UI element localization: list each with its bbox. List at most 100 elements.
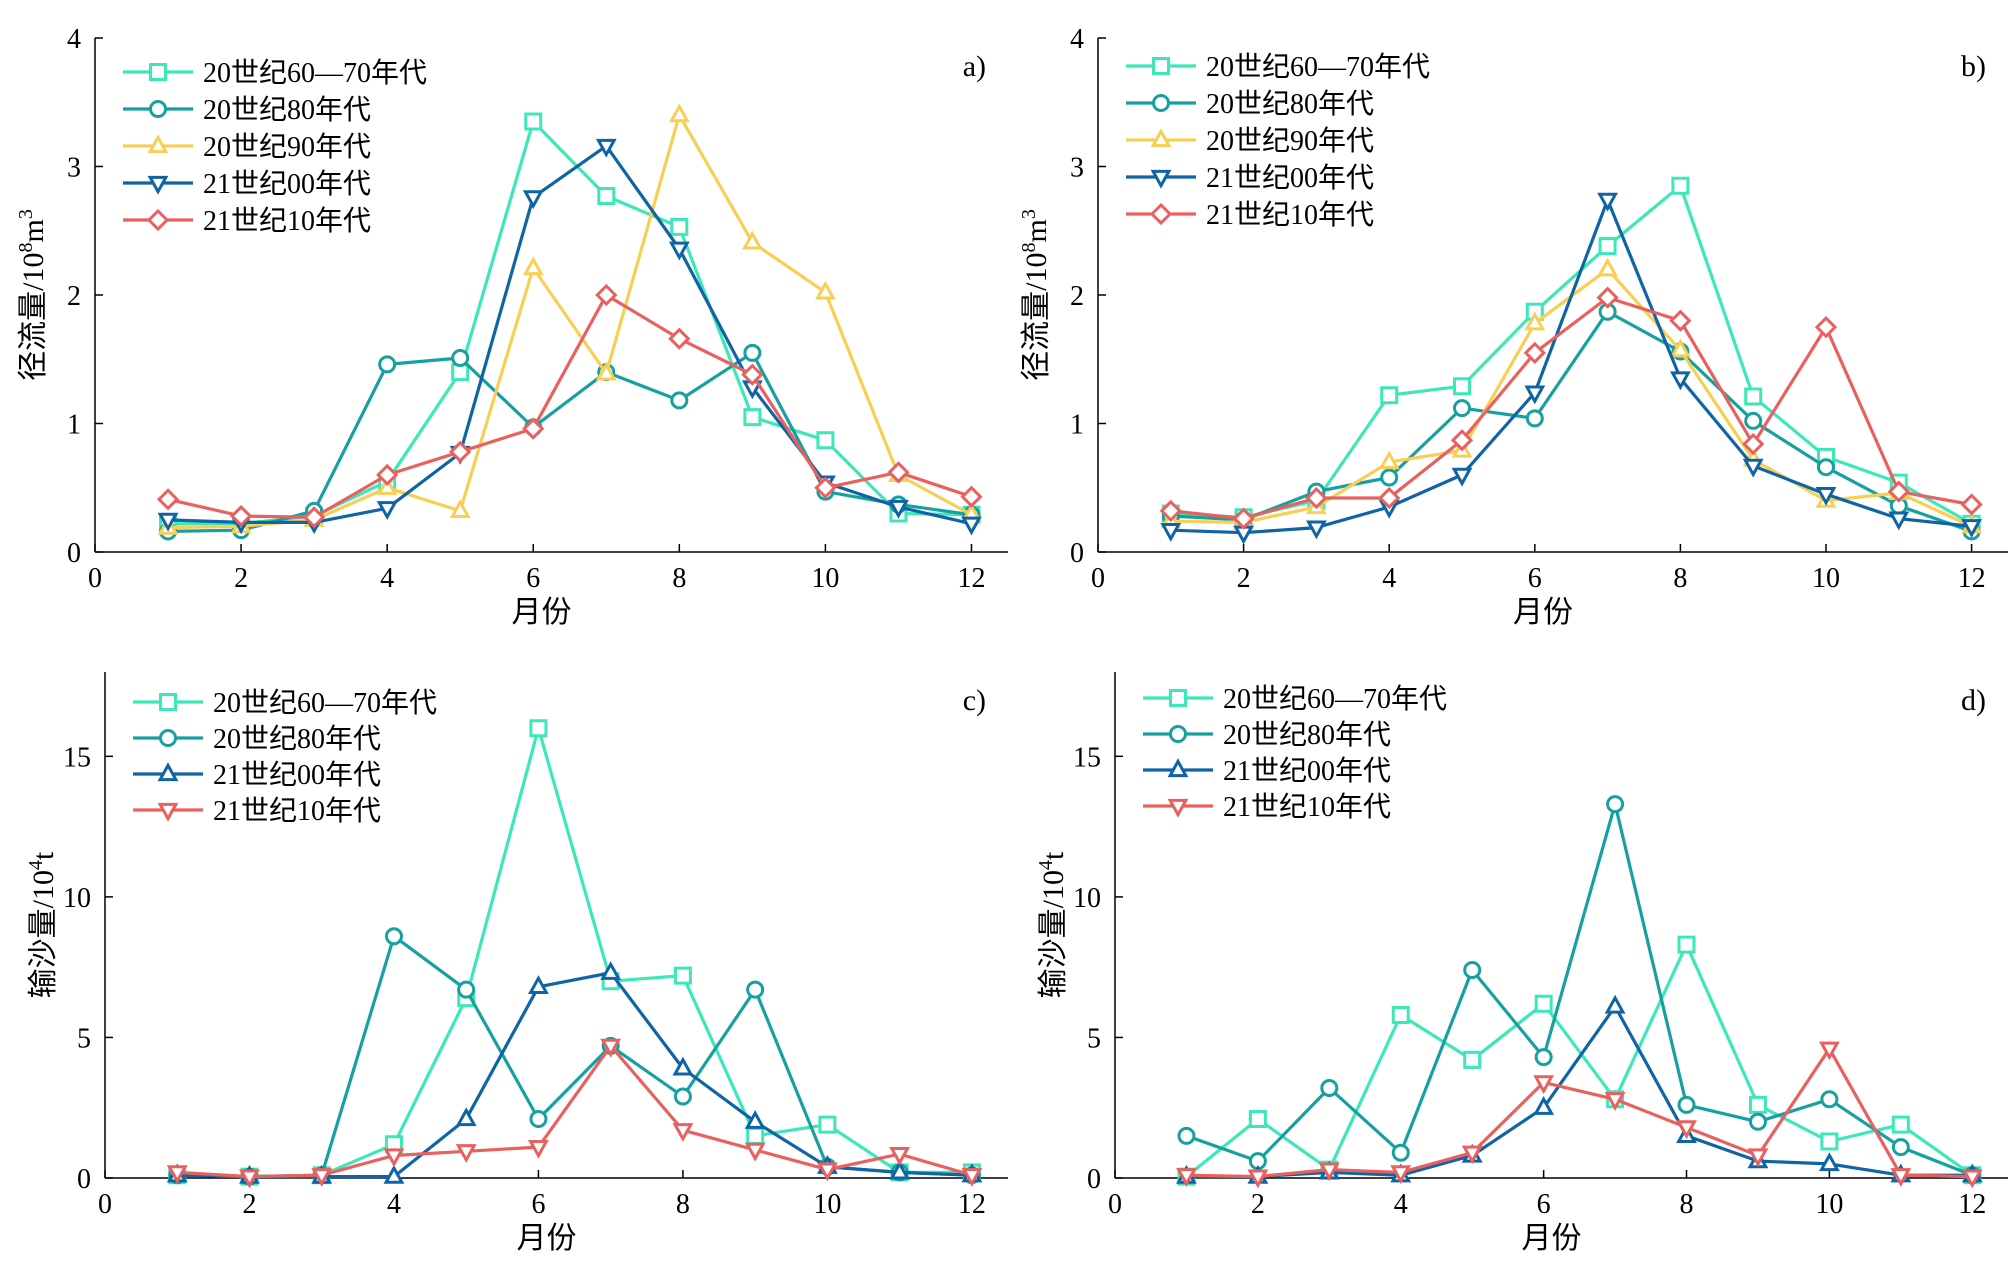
data-point xyxy=(1604,1092,1626,1112)
legend-label: 20世纪80年代 xyxy=(203,94,371,126)
series-5 xyxy=(156,283,983,529)
data-point xyxy=(1320,1079,1339,1098)
x-tick-label: 10 xyxy=(1815,1189,1843,1220)
legend-label: 20世纪80年代 xyxy=(213,723,381,755)
y-tick-label: 1 xyxy=(67,410,81,441)
data-point xyxy=(600,961,622,980)
data-point xyxy=(1744,387,1763,406)
data-point xyxy=(746,1126,765,1145)
x-tick-label: 0 xyxy=(1091,563,1105,594)
data-point xyxy=(1524,385,1546,405)
data-point xyxy=(1677,1095,1696,1114)
data-point xyxy=(744,1110,766,1129)
data-point xyxy=(1597,192,1619,212)
data-point xyxy=(383,1164,405,1184)
legend-label: 21世纪00年代 xyxy=(1206,162,1374,194)
x-tick-label: 8 xyxy=(1673,563,1687,594)
legend-marker xyxy=(157,802,179,822)
legend: 20世纪60—70年代 20世纪80年代 20世纪90年代 21世纪00年代 21世纪1… xyxy=(123,57,427,237)
y-tick-label: 15 xyxy=(63,742,91,773)
data-point xyxy=(1744,411,1763,430)
data-point xyxy=(816,431,835,450)
data-point xyxy=(522,190,544,210)
x-axis-label: 月份 xyxy=(512,596,572,629)
data-point xyxy=(1961,1169,1983,1189)
data-point xyxy=(1960,493,1983,516)
data-point xyxy=(887,461,910,484)
data-point xyxy=(1305,486,1328,510)
data-point xyxy=(451,348,470,367)
x-tick-label: 4 xyxy=(1394,1189,1408,1220)
legend-marker xyxy=(147,175,169,195)
chart-panel-2: 0 2 4 6 8 10 1201234月份径流量/108m3b)20世纪60—70年代20… xyxy=(1018,24,2008,629)
data-point xyxy=(889,1160,911,1180)
chart-panel-1: 0 2 4 6 8 10 1201234月份径流量/108m3a)20世纪60—70年代20… xyxy=(15,24,1008,629)
data-point xyxy=(376,463,399,487)
legend-label: 20世纪80年代 xyxy=(1223,719,1391,751)
chart-panel-4: 0 2 4 6 8 10 12051015月份输沙量/104td)20世纪60—70年代20… xyxy=(1035,672,2008,1255)
y-tick-label: 0 xyxy=(1070,538,1084,569)
series-4 xyxy=(1176,1041,1983,1189)
data-point xyxy=(1742,432,1765,456)
data-point xyxy=(1451,467,1473,487)
y-tick-label: 3 xyxy=(67,153,81,184)
y-tick-label: 2 xyxy=(67,281,81,312)
data-point xyxy=(814,476,837,499)
data-point xyxy=(1232,507,1255,530)
panel-label: a) xyxy=(963,50,986,83)
legend-label: 21世纪00年代 xyxy=(203,168,371,200)
x-tick-label: 2 xyxy=(234,563,248,594)
x-axis-label: 月份 xyxy=(1513,596,1573,629)
legend-marker xyxy=(159,693,177,711)
y-tick-label: 10 xyxy=(63,883,91,914)
data-point xyxy=(449,499,471,519)
panel-label: d) xyxy=(1961,684,1986,717)
data-point xyxy=(741,230,763,250)
legend-marker xyxy=(149,63,167,81)
data-point xyxy=(672,1056,694,1076)
data-point xyxy=(1676,1120,1697,1140)
data-point xyxy=(1742,458,1764,478)
data-point xyxy=(1453,377,1471,396)
data-point xyxy=(1176,1168,1197,1187)
data-point xyxy=(1380,468,1399,487)
x-tick-label: 2 xyxy=(242,1189,256,1220)
x-tick-label: 0 xyxy=(1108,1189,1122,1220)
data-point xyxy=(1669,309,1692,332)
data-point xyxy=(1248,1109,1267,1128)
x-tick-label: 4 xyxy=(380,563,394,594)
legend-label: 20世纪60—70年代 xyxy=(1206,51,1430,83)
data-point xyxy=(529,1109,548,1128)
panel-label: c) xyxy=(963,684,986,717)
data-point xyxy=(1378,450,1400,470)
data-point xyxy=(814,280,836,300)
data-point xyxy=(1888,511,1910,531)
data-point xyxy=(1887,480,1910,503)
data-point xyxy=(743,408,762,427)
legend-marker xyxy=(1169,725,1187,743)
x-tick-label: 10 xyxy=(1812,563,1840,594)
legend-marker xyxy=(1150,128,1172,148)
y-tick-label: 1 xyxy=(1070,410,1084,441)
data-point xyxy=(1891,1115,1910,1134)
legend-marker xyxy=(149,100,167,118)
y-tick-label: 5 xyxy=(1087,1023,1101,1054)
legend-marker xyxy=(147,134,169,154)
data-point xyxy=(522,417,545,440)
series-line xyxy=(177,971,972,1179)
data-point xyxy=(1671,176,1690,195)
series-line xyxy=(1170,184,1973,526)
data-point xyxy=(961,516,982,536)
y-tick-label: 0 xyxy=(77,1164,91,1195)
data-point xyxy=(1890,1168,1912,1187)
x-tick-label: 6 xyxy=(531,1189,545,1220)
y-axis-label: 径流量/108m3 xyxy=(1018,209,1053,381)
data-point xyxy=(816,1162,838,1182)
data-point xyxy=(595,361,617,381)
data-point xyxy=(1160,523,1182,542)
legend: 20世纪60—70年代 20世纪80年代 20世纪90年代 21世纪00年代 21世纪1… xyxy=(1126,51,1430,231)
legend: 20世纪60—70年代 20世纪80年代 21世纪00年代 21世纪10年代 xyxy=(1143,683,1447,823)
data-point xyxy=(1596,286,1619,309)
data-point xyxy=(1461,1145,1483,1165)
